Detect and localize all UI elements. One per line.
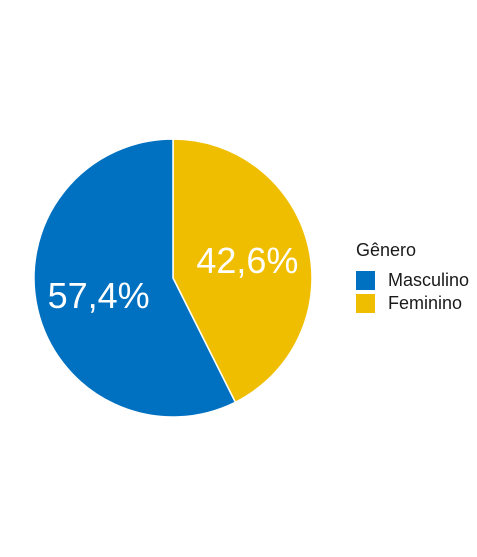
legend: Gênero Masculino Feminino (356, 240, 469, 315)
data-label-masculino: 57,4% (48, 275, 150, 316)
legend-label-masculino: Masculino (388, 270, 470, 290)
pie-slice-masculino (33, 138, 237, 418)
legend-item-masculino: Masculino (356, 269, 469, 292)
pie-slices (33, 138, 313, 418)
data-label-feminino: 42,6% (196, 240, 298, 281)
pie-slice-feminino (172, 138, 313, 404)
pie-data-labels: 42,6% 57,4% (48, 240, 299, 316)
legend-swatch-feminino (356, 294, 375, 313)
legend-item-feminino: Feminino (356, 292, 469, 315)
legend-label-feminino: Feminino (388, 293, 463, 313)
legend-swatch-masculino (356, 271, 375, 290)
legend-title: Gênero (356, 240, 417, 260)
